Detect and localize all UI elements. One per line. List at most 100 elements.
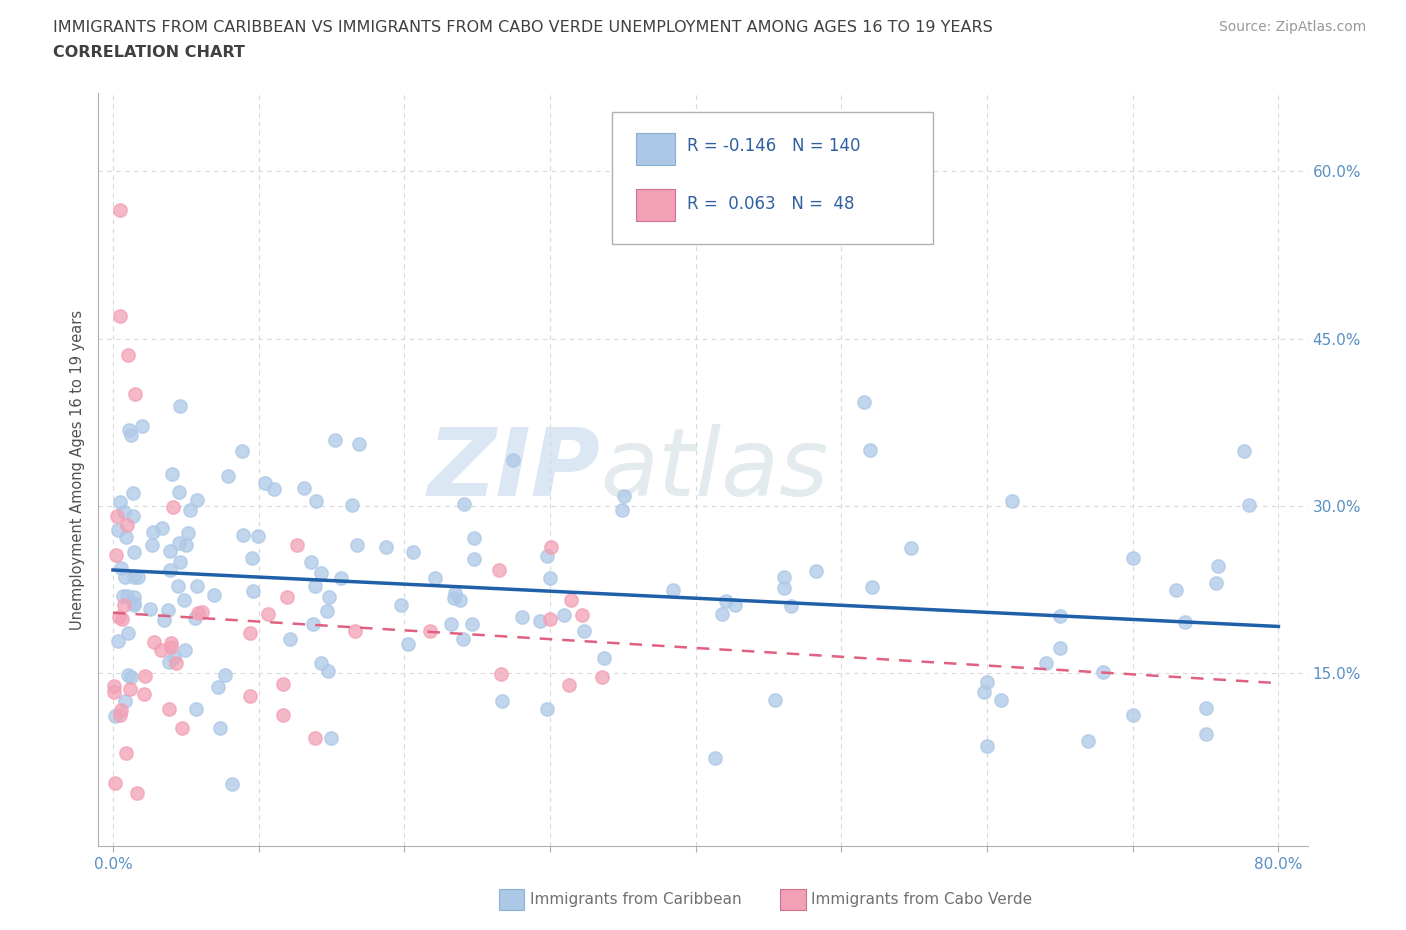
Text: Immigrants from Caribbean: Immigrants from Caribbean (530, 892, 742, 907)
Point (187, 606, 209, 621)
Point (112, 598, 135, 613)
Point (117, 668, 139, 683)
Point (124, 597, 146, 612)
Point (976, 674, 998, 689)
Point (112, 504, 135, 519)
Point (780, 598, 803, 613)
Point (159, 563, 181, 578)
Point (463, 531, 485, 546)
Point (107, 523, 129, 538)
Point (860, 579, 883, 594)
Point (510, 610, 533, 625)
Point (299, 555, 322, 570)
Point (1049, 641, 1071, 656)
Point (460, 617, 482, 631)
Point (538, 571, 561, 586)
Point (104, 548, 127, 563)
Point (246, 528, 269, 543)
Bar (637, 133, 675, 165)
Point (1233, 444, 1256, 458)
Point (122, 589, 145, 604)
Point (134, 669, 156, 684)
Point (176, 525, 198, 540)
Point (108, 708, 131, 723)
Point (610, 503, 633, 518)
Point (110, 203, 132, 218)
Point (1092, 664, 1115, 679)
Point (131, 418, 153, 433)
Point (157, 701, 180, 716)
Point (1035, 656, 1057, 671)
Point (121, 427, 143, 442)
Point (122, 570, 145, 585)
Point (127, 569, 149, 584)
Point (591, 670, 613, 684)
Point (242, 583, 264, 598)
Point (170, 721, 193, 736)
Point (169, 554, 191, 569)
Point (162, 500, 184, 515)
Point (110, 703, 132, 718)
Point (1194, 727, 1216, 742)
Text: Immigrants from Cabo Verde: Immigrants from Cabo Verde (811, 892, 1032, 907)
FancyBboxPatch shape (613, 112, 932, 244)
Text: CORRELATION CHART: CORRELATION CHART (53, 45, 245, 60)
Point (257, 606, 280, 621)
Point (150, 521, 173, 536)
Point (141, 537, 163, 551)
Point (900, 540, 922, 555)
Point (1122, 551, 1144, 565)
Point (271, 677, 294, 692)
Point (724, 598, 747, 613)
Point (302, 617, 325, 631)
Point (440, 617, 463, 631)
Point (184, 611, 207, 626)
Point (423, 570, 446, 585)
Point (108, 610, 131, 625)
Point (120, 682, 142, 697)
Point (990, 693, 1012, 708)
Point (342, 498, 364, 512)
Point (127, 786, 149, 801)
Point (502, 453, 524, 468)
Point (169, 485, 191, 499)
Point (401, 545, 423, 560)
Point (143, 634, 166, 649)
Point (1194, 701, 1216, 716)
Text: R =  0.063   N =  48: R = 0.063 N = 48 (688, 195, 855, 214)
Point (209, 720, 232, 735)
Point (163, 649, 186, 664)
Point (976, 738, 998, 753)
Point (120, 670, 142, 684)
Point (704, 751, 727, 765)
Point (375, 540, 398, 555)
Point (186, 579, 208, 594)
Point (117, 348, 139, 363)
Point (285, 538, 308, 552)
Point (191, 604, 214, 619)
Point (710, 606, 733, 621)
Point (142, 525, 165, 539)
Point (174, 643, 197, 658)
Point (240, 551, 263, 565)
Point (114, 529, 136, 544)
Point (157, 655, 180, 670)
Point (167, 578, 190, 593)
Point (538, 611, 561, 626)
Point (139, 602, 162, 617)
Text: R = -0.146   N = 140: R = -0.146 N = 140 (688, 138, 860, 155)
Point (1205, 576, 1227, 591)
Point (449, 592, 471, 607)
Point (110, 561, 132, 576)
Point (329, 570, 352, 585)
Point (122, 596, 145, 611)
Point (304, 731, 326, 746)
Point (118, 422, 141, 437)
Point (318, 590, 340, 604)
Point (1001, 493, 1024, 508)
Point (122, 485, 145, 500)
Point (536, 701, 558, 716)
Point (254, 475, 277, 490)
Point (276, 590, 298, 604)
Point (346, 538, 368, 552)
